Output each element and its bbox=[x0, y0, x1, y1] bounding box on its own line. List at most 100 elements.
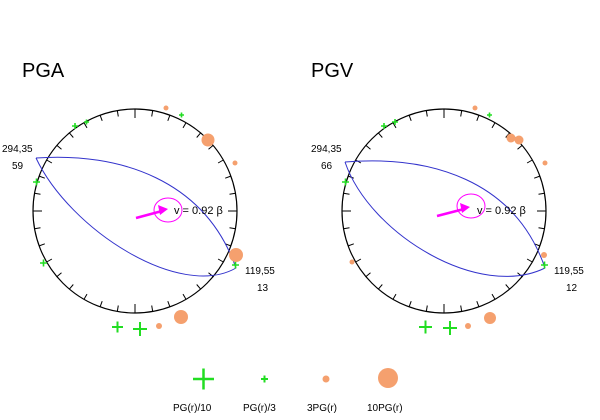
small-orange-dot-icon bbox=[322, 375, 330, 383]
tick-mark bbox=[116, 305, 119, 312]
tick-mark bbox=[39, 243, 45, 247]
tick-mark bbox=[99, 115, 103, 121]
left-label-bottom: 59 bbox=[12, 161, 24, 172]
tick-mark bbox=[348, 243, 354, 247]
tick-mark bbox=[538, 227, 545, 230]
tick-mark bbox=[182, 122, 187, 129]
tick-mark bbox=[116, 110, 119, 117]
velocity-arrow bbox=[135, 209, 163, 220]
left-label-bottom: 66 bbox=[321, 161, 333, 172]
tick-mark bbox=[225, 175, 231, 179]
velocity-label: v = 0.92 β bbox=[174, 205, 223, 217]
tick-mark bbox=[378, 284, 383, 290]
velocity-arrowhead-icon bbox=[460, 203, 470, 213]
tick-mark bbox=[460, 305, 463, 312]
small-green-plus-icon bbox=[179, 112, 184, 118]
tick-mark bbox=[34, 227, 41, 230]
large-orange-dot-icon bbox=[484, 312, 496, 324]
tick-mark bbox=[526, 258, 533, 263]
tick-mark bbox=[46, 159, 53, 164]
large-orange-dot-icon bbox=[174, 310, 188, 324]
small-orange-dot-icon bbox=[465, 323, 471, 329]
small-orange-dot-icon bbox=[472, 105, 478, 111]
tick-mark bbox=[99, 301, 103, 307]
great-circle-arc-lower bbox=[344, 161, 546, 277]
tick-mark bbox=[151, 305, 154, 312]
legend: PG(r)/10 PG(r)/3 3PG(r) 10PG(r) bbox=[173, 368, 403, 414]
tick-mark bbox=[217, 258, 224, 263]
tick-mark bbox=[196, 284, 201, 290]
small-green-plus-icon bbox=[487, 112, 492, 118]
tick-mark bbox=[39, 175, 45, 179]
legend-label: 3PG(r) bbox=[307, 403, 337, 414]
small-green-plus-icon bbox=[232, 261, 239, 269]
tick-mark bbox=[460, 110, 463, 117]
panel-pga: PGA 294,35 59 119,55 13 v = 0.92 β bbox=[2, 60, 275, 336]
right-label-top: 119,55 bbox=[245, 266, 275, 277]
tick-mark bbox=[365, 272, 371, 277]
tick-mark bbox=[83, 122, 88, 129]
velocity-ellipse bbox=[456, 193, 486, 219]
tick-mark bbox=[151, 110, 154, 117]
panel-title: PGV bbox=[311, 60, 354, 82]
tick-mark bbox=[343, 192, 350, 195]
large-orange-dot-icon bbox=[514, 135, 524, 145]
tick-mark bbox=[46, 258, 53, 263]
stereonet-ticks bbox=[342, 109, 546, 313]
tick-mark bbox=[392, 122, 397, 129]
tick-mark bbox=[343, 227, 350, 230]
left-label-top: 294,35 bbox=[2, 144, 33, 155]
tick-mark bbox=[208, 145, 214, 150]
small-orange-dot-icon bbox=[163, 105, 169, 111]
small-green-plus-icon bbox=[40, 259, 47, 267]
tick-mark bbox=[425, 305, 428, 312]
right-label-bottom: 13 bbox=[257, 283, 269, 294]
tick-mark bbox=[491, 293, 496, 300]
great-circle-arc-upper bbox=[344, 160, 546, 269]
tick-mark bbox=[69, 132, 74, 138]
velocity-label: v = 0.92 β bbox=[477, 205, 526, 217]
tick-mark bbox=[505, 284, 510, 290]
tick-mark bbox=[196, 132, 201, 138]
small-green-plus-icon bbox=[84, 119, 89, 125]
tick-mark bbox=[56, 145, 62, 150]
panel-title: PGA bbox=[22, 60, 65, 82]
tick-mark bbox=[34, 192, 41, 195]
velocity-arrow bbox=[436, 207, 465, 218]
tick-mark bbox=[378, 132, 383, 138]
velocity-arrowhead-icon bbox=[158, 205, 168, 215]
tick-mark bbox=[83, 293, 88, 300]
right-label-top: 119,55 bbox=[554, 266, 584, 277]
tick-mark bbox=[491, 122, 496, 129]
tick-mark bbox=[517, 272, 523, 277]
tick-mark bbox=[517, 145, 523, 150]
tick-mark bbox=[534, 175, 540, 179]
tick-mark bbox=[167, 301, 171, 307]
legend-label: 10PG(r) bbox=[367, 403, 403, 414]
small-green-plus-icon bbox=[392, 119, 398, 125]
small-orange-dot-icon bbox=[349, 259, 355, 265]
stereonet-circle bbox=[341, 108, 547, 314]
right-label-bottom: 12 bbox=[566, 283, 578, 294]
tick-mark bbox=[476, 301, 480, 307]
station-markers bbox=[342, 105, 548, 335]
tick-mark bbox=[408, 115, 412, 121]
panel-pgv: PGV 294,35 66 119,55 12 v = 0.92 β bbox=[311, 60, 584, 335]
small-green-plus-icon bbox=[381, 123, 387, 129]
small-orange-dot-icon bbox=[541, 252, 547, 258]
small-green-plus-icon bbox=[72, 123, 78, 129]
large-green-plus-icon bbox=[133, 322, 147, 336]
small-orange-dot-icon bbox=[232, 160, 238, 166]
large-orange-dot-icon bbox=[229, 248, 243, 262]
tick-mark bbox=[425, 110, 428, 117]
small-green-plus-icon bbox=[261, 375, 268, 383]
great-circle-arc-lower bbox=[35, 157, 237, 277]
tick-mark bbox=[229, 227, 236, 230]
tick-mark bbox=[217, 159, 224, 164]
great-circle-arc-upper bbox=[35, 156, 237, 269]
small-orange-dot-icon bbox=[156, 323, 162, 329]
large-orange-dot-icon bbox=[201, 133, 215, 147]
large-green-plus-icon bbox=[419, 320, 432, 334]
tick-mark bbox=[476, 115, 480, 121]
